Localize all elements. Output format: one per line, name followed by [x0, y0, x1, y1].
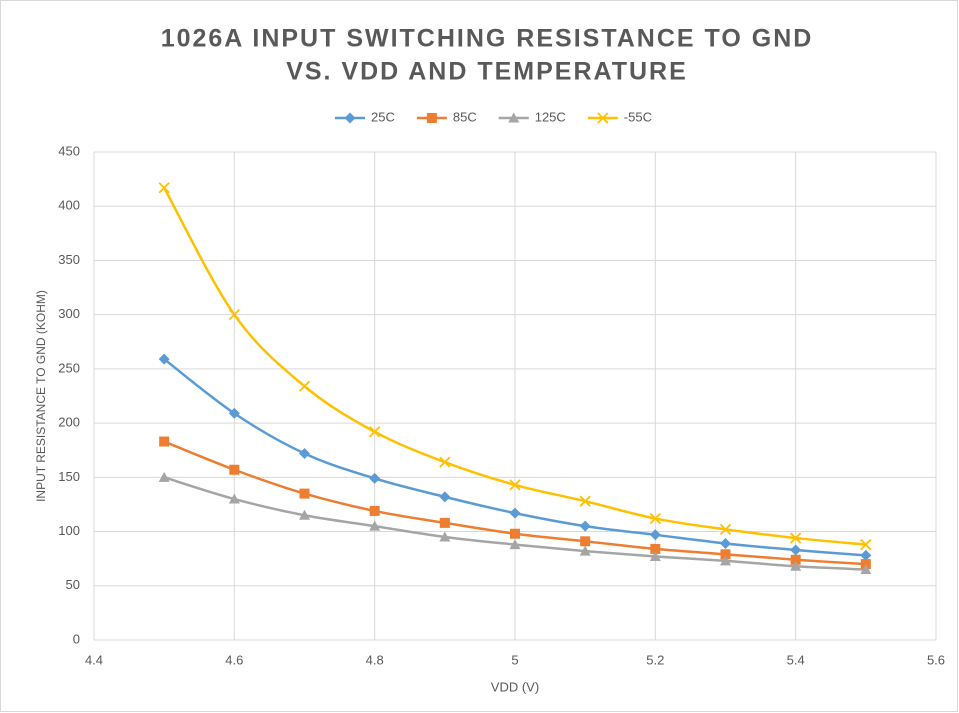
marker [790, 532, 802, 544]
legend-label: -55C [624, 109, 652, 124]
chart-title: 1026A INPUT SWITCHING RESISTANCE TO GND [161, 25, 814, 53]
y-tick-label: 350 [58, 252, 80, 267]
marker [439, 531, 451, 542]
marker [649, 550, 661, 561]
chart-title: VS. VDD AND TEMPERATURE [286, 58, 688, 86]
marker [579, 495, 591, 507]
y-tick-label: 250 [58, 360, 80, 375]
marker [439, 456, 451, 468]
marker [580, 536, 591, 547]
legend-marker [597, 112, 609, 124]
marker [719, 523, 732, 536]
x-tick-label: 5.2 [646, 652, 664, 667]
marker [860, 549, 872, 561]
y-axis-label: INPUT RESISTANCE TO GND (KOHM) [34, 290, 48, 502]
x-tick-label: 5.6 [927, 652, 945, 667]
y-tick-label: 450 [58, 143, 80, 158]
x-axis-label: VDD (V) [491, 679, 539, 694]
y-tick-label: 200 [58, 415, 80, 430]
marker [509, 479, 521, 491]
x-tick-label: 4.8 [366, 652, 384, 667]
marker [298, 380, 311, 392]
marker [369, 505, 380, 516]
marker [369, 472, 381, 484]
marker [299, 488, 310, 499]
marker [439, 517, 450, 528]
marker [228, 493, 240, 504]
x-tick-label: 5.4 [787, 652, 805, 667]
marker [649, 529, 661, 541]
marker [650, 543, 661, 554]
marker [369, 426, 381, 438]
y-tick-label: 150 [58, 469, 80, 484]
marker [720, 537, 731, 549]
marker [158, 353, 170, 365]
marker [439, 491, 451, 503]
y-tick-label: 300 [58, 306, 80, 321]
marker [790, 544, 802, 556]
y-tick-label: 0 [73, 631, 80, 646]
marker [579, 520, 591, 532]
marker [790, 560, 802, 571]
marker [369, 520, 381, 531]
marker [158, 471, 170, 482]
legend-label: 85C [453, 109, 477, 124]
marker [579, 545, 591, 556]
legend-marker [426, 113, 437, 123]
marker [228, 407, 240, 419]
marker [159, 436, 170, 447]
marker [509, 539, 521, 550]
legend-label: 125C [535, 109, 566, 124]
marker [299, 447, 310, 459]
legend-marker [344, 112, 356, 124]
marker [860, 538, 872, 551]
x-tick-label: 4.6 [225, 652, 243, 667]
marker [790, 554, 801, 565]
y-tick-label: 50 [66, 577, 80, 592]
series-line [163, 187, 866, 546]
y-tick-label: 100 [58, 523, 80, 538]
legend-label: 25C [371, 109, 395, 124]
x-tick-label: 5 [511, 652, 518, 667]
x-tick-label: 4.4 [85, 652, 103, 667]
marker [299, 509, 310, 520]
marker [510, 528, 520, 539]
marker [228, 309, 240, 321]
marker [649, 512, 661, 525]
marker [509, 507, 521, 519]
marker [158, 182, 170, 194]
marker [860, 564, 872, 575]
y-tick-label: 400 [58, 198, 80, 213]
marker [720, 555, 731, 566]
marker [229, 464, 240, 475]
marker [720, 549, 731, 560]
legend-marker [508, 112, 520, 123]
